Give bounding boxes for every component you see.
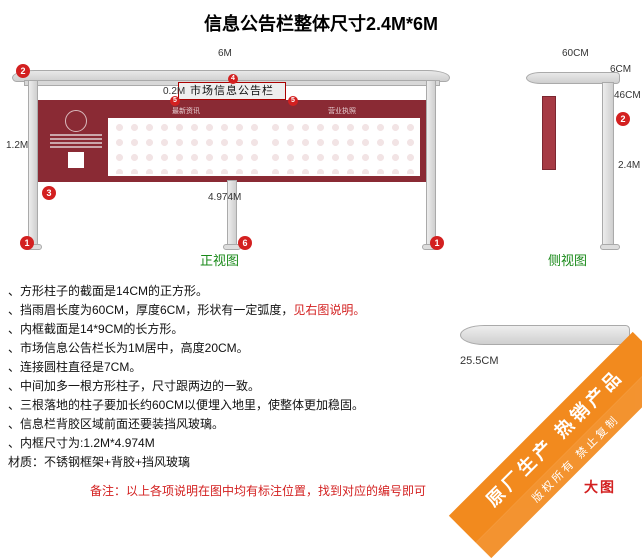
marker-3: 3: [42, 186, 56, 200]
front-leg-mid: [227, 180, 237, 246]
panel-col-1-pattern: [112, 120, 260, 174]
side-leg: [602, 82, 614, 246]
marker-1-right: 1: [430, 236, 444, 250]
side-view-label: 侧视图: [548, 250, 587, 269]
panel-col-2: 营业执照: [264, 106, 420, 176]
front-view-label: 正视图: [200, 250, 239, 269]
info-panel-frame: 最新资讯 营业执照: [38, 100, 426, 182]
page-title: 信息公告栏整体尺寸2.4M*6M: [0, 0, 642, 42]
spec-10: 材质：不锈钢框架+背胶+挡风玻璃: [8, 453, 438, 472]
front-leg-left: [28, 80, 38, 246]
marker-1-left: 1: [20, 236, 34, 250]
footer-note: 备注：以上各项说明在图中均有标注位置，找到对应的编号即可: [90, 482, 426, 499]
info-panel-inner: 最新资讯 营业执照: [44, 106, 420, 176]
roof-detail-depth: 25.5CM: [460, 355, 499, 367]
side-pad: [600, 244, 620, 250]
side-frame: [542, 96, 556, 170]
panel-left-block: [44, 106, 108, 176]
panel-left-text: [50, 134, 102, 148]
spec-8: 、信息栏背胶区域前面还要装挡风玻璃。: [8, 415, 438, 434]
side-marker-2: 2: [616, 112, 630, 126]
enlarge-label[interactable]: 大图: [584, 477, 616, 497]
spec-list: 、方形柱子的截面是14CM的正方形。 、挡雨眉长度为60CM，厚度6CM，形状有…: [8, 282, 438, 472]
drawing-stage: 市场信息公告栏 最新资讯 营业执照: [0, 38, 642, 268]
front-view: 市场信息公告栏 最新资讯 营业执照: [18, 50, 446, 250]
side-view: 60CM 6CM 46CM 2.4M 2: [482, 50, 632, 250]
spec-1: 、方形柱子的截面是14CM的正方形。: [8, 282, 438, 301]
dim-bottom-width: 4.974M: [208, 192, 241, 203]
spec-6: 、中间加多一根方形柱子，尺寸跟两边的一致。: [8, 377, 438, 396]
panel-col-1-header: 最新资讯: [108, 106, 264, 118]
panel-col-2-pattern: [268, 120, 416, 174]
dim-top-width: 6M: [218, 48, 232, 59]
marker-6: 6: [238, 236, 252, 250]
panel-right: 最新资讯 营业执照: [108, 106, 420, 176]
marker-5a: 5: [170, 96, 180, 106]
dim-side-drop: 46CM: [614, 90, 641, 101]
panel-col-2-header: 营业执照: [264, 106, 420, 118]
dim-side-total: 2.4M: [618, 160, 640, 171]
spec-4: 、市场信息公告栏长为1M居中，高度20CM。: [8, 339, 438, 358]
marker-2: 2: [16, 64, 30, 78]
dim-side-roofw: 60CM: [562, 48, 589, 59]
spec-5: 、连接圆柱直径是7CM。: [8, 358, 438, 377]
dim-side-rooft: 6CM: [610, 64, 631, 75]
roof-detail-shape: [460, 325, 630, 345]
marker-4: 4: [228, 74, 238, 84]
spec-9: 、内框尺寸为:1.2M*4.974M: [8, 434, 438, 453]
panel-col-1: 最新资讯: [108, 106, 264, 176]
emblem-icon: [65, 110, 87, 132]
header-plate: 市场信息公告栏: [178, 82, 286, 100]
dim-left-height: 1.2M: [6, 140, 28, 151]
marker-5b: 5: [288, 96, 298, 106]
spec-7: 、三根落地的柱子要加长约60CM以便埋入地里，使整体更加稳固。: [8, 396, 438, 415]
spec-3: 、内框截面是14*9CM的长方形。: [8, 320, 438, 339]
qr-icon: [68, 152, 84, 168]
front-leg-right: [426, 80, 436, 246]
spec-2: 、挡雨眉长度为60CM，厚度6CM，形状有一定弧度，见右图说明。: [8, 301, 438, 320]
